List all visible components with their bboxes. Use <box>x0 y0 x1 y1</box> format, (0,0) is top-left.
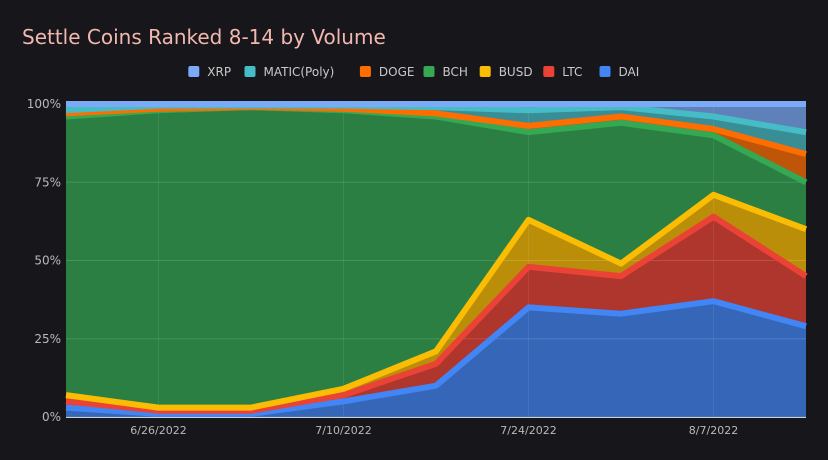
legend-item-matic-poly[interactable]: MATIC(Poly) <box>244 65 335 79</box>
legend-swatch <box>543 66 555 77</box>
legend-item-doge[interactable]: DOGE <box>359 65 415 79</box>
x-tick-label: 6/26/2022 <box>130 424 186 437</box>
legend-item-busd[interactable]: BUSD <box>479 65 533 79</box>
legend-label: DAI <box>619 65 640 79</box>
x-tick-label: 7/24/2022 <box>500 424 556 437</box>
y-tick-label: 75% <box>34 175 61 189</box>
legend-swatch <box>423 66 435 77</box>
y-tick-label: 100% <box>27 97 61 111</box>
area-bch <box>66 107 806 408</box>
legend-swatch <box>599 66 611 77</box>
legend-swatch <box>479 66 491 77</box>
legend-swatch <box>188 66 200 77</box>
legend-label: MATIC(Poly) <box>264 65 335 79</box>
x-tick-label: 8/7/2022 <box>689 424 738 437</box>
legend-label: BUSD <box>499 65 533 79</box>
y-tick-label: 50% <box>34 254 61 268</box>
line-dai <box>65 298 807 417</box>
legend-label: DOGE <box>379 65 415 79</box>
legend-swatch <box>244 66 256 77</box>
legend-label: XRP <box>207 65 231 79</box>
legend-item-ltc[interactable]: LTC <box>543 65 582 79</box>
legend[interactable]: XRP MATIC(Poly) DOGE BCH BUSD LTC DAI <box>188 65 639 79</box>
line-busd <box>65 191 808 411</box>
area-dai <box>66 301 806 417</box>
line-ltc <box>65 213 808 414</box>
area-ltc <box>66 216 806 414</box>
x-axis: 6/26/2022 7/10/2022 7/24/2022 8/7/2022 <box>66 417 806 437</box>
y-tick-label: 25% <box>34 332 61 346</box>
legend-item-bch[interactable]: BCH <box>423 65 468 79</box>
legend-label: LTC <box>562 65 582 79</box>
y-tick-label: 0% <box>42 410 61 424</box>
area-busd <box>66 194 806 411</box>
chart-title: Settle Coins Ranked 8-14 by Volume <box>22 25 386 49</box>
legend-label: BCH <box>443 65 468 79</box>
legend-item-xrp[interactable]: XRP <box>188 65 231 79</box>
y-axis: 0% 25% 50% 75% 100% <box>27 97 61 424</box>
series-lines <box>65 101 808 417</box>
legend-item-dai[interactable]: DAI <box>599 65 640 79</box>
legend-swatch <box>359 66 371 77</box>
x-tick-label: 7/10/2022 <box>315 424 371 437</box>
plot-area <box>66 103 806 418</box>
